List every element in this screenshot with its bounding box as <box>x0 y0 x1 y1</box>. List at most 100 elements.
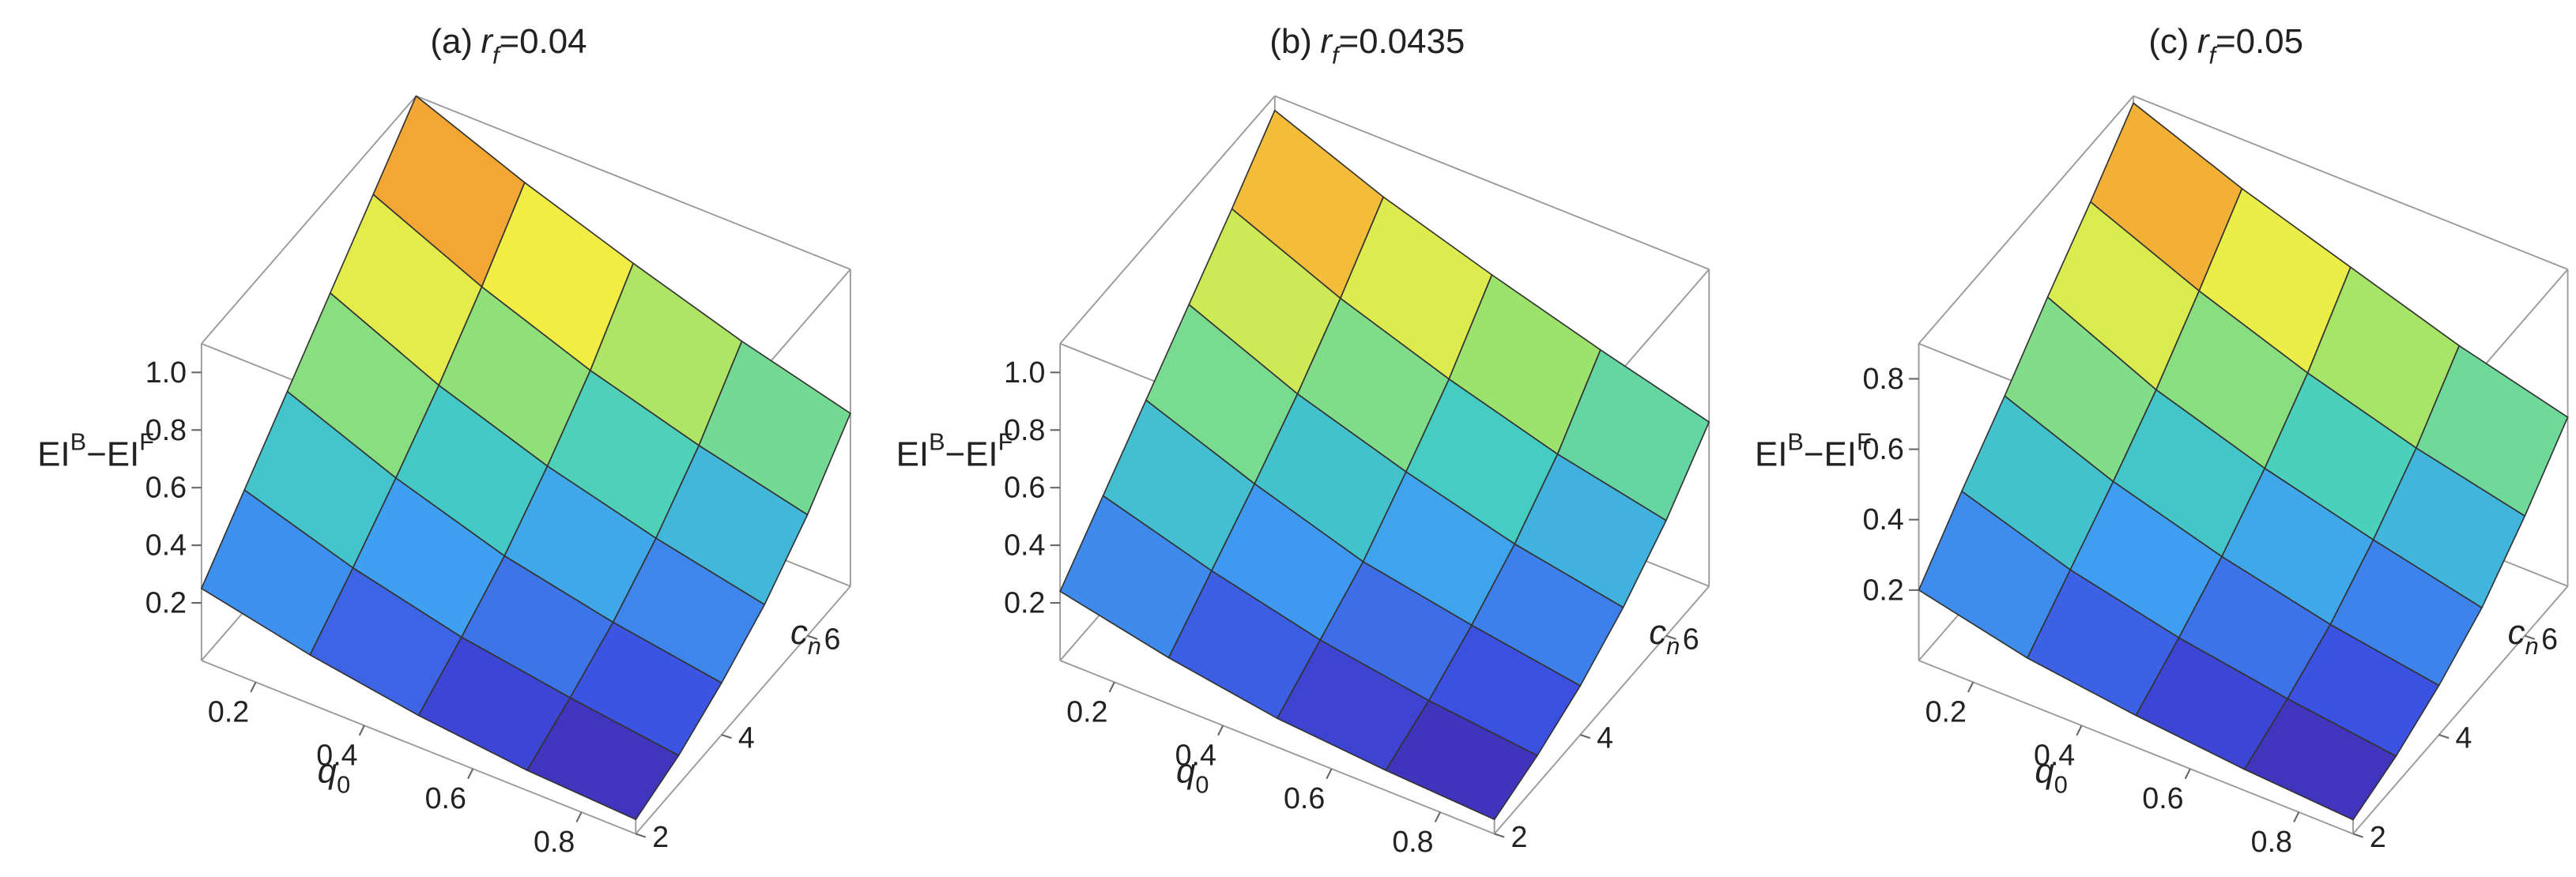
x-tick <box>358 725 365 736</box>
z-tick-label: 1.0 <box>1004 356 1045 389</box>
x-tick <box>2293 811 2300 822</box>
z-tick-label: 0.8 <box>145 413 187 446</box>
y-axis-label-part: n <box>1666 632 1680 660</box>
box-edge <box>2133 95 2568 270</box>
chart-title-part: r <box>481 22 494 61</box>
chart-title-part: =0.0435 <box>1338 22 1465 61</box>
z-tick-label: 0.4 <box>1862 502 1903 536</box>
x-axis-label-part: q <box>1176 752 1196 791</box>
y-tick-label: 2 <box>652 820 669 853</box>
y-axis-label: cn <box>2508 613 2539 660</box>
z-tick-label: 0.6 <box>1004 471 1045 504</box>
x-axis-label: q0 <box>318 752 350 799</box>
z-tick-label: 0.2 <box>1862 573 1903 606</box>
x-axis-label-part: q <box>2035 752 2054 791</box>
chart-title-part: (c) <box>2148 22 2189 61</box>
y-axis-label-part: c <box>1649 613 1666 652</box>
box-edge <box>201 95 417 344</box>
y-tick-label: 2 <box>1511 820 1528 853</box>
chart-title-part: (a) <box>430 22 473 61</box>
y-axis-label: cn <box>790 613 821 660</box>
box-edge <box>416 95 851 270</box>
x-tick-label: 0.6 <box>1284 781 1325 815</box>
x-tick <box>1434 811 1441 822</box>
x-tick <box>1217 725 1224 736</box>
box-edge <box>2352 585 2569 834</box>
y-tick <box>2524 634 2536 640</box>
x-axis-label-part: 0 <box>337 771 350 799</box>
box-edge <box>1274 95 1710 270</box>
x-tick-label: 0.2 <box>1066 695 1107 728</box>
y-tick <box>721 734 732 740</box>
x-axis-label: q0 <box>2035 752 2067 799</box>
z-axis-label: EIB−EIF <box>1755 428 1872 474</box>
y-tick-label: 4 <box>1597 721 1613 755</box>
box-edge <box>1059 95 1276 344</box>
x-tick <box>2184 768 2191 780</box>
x-tick <box>1967 681 1974 693</box>
z-axis-label-part: B <box>929 428 945 456</box>
y-tick <box>2352 833 2363 838</box>
y-axis-label-part: n <box>2525 632 2539 660</box>
chart-title-part: =0.04 <box>500 22 587 61</box>
x-tick <box>2076 725 2083 736</box>
x-tick-label: 0.4 <box>1175 738 1216 771</box>
x-tick-label: 0.6 <box>425 781 466 815</box>
z-axis-label-part: B <box>1787 428 1803 456</box>
box-edge <box>201 660 636 835</box>
box-edge <box>1918 660 2354 835</box>
x-axis-label-part: 0 <box>2054 771 2068 799</box>
z-axis-label-part: F <box>998 428 1013 456</box>
box-edge <box>1918 95 2134 344</box>
chart-title-part: =0.05 <box>2216 22 2303 61</box>
box-edge <box>1059 660 1495 835</box>
surface-patch <box>526 697 680 820</box>
x-tick <box>1326 768 1333 780</box>
chart-title: (c) rf=0.05 <box>2148 22 2303 69</box>
y-axis-label-part: c <box>790 613 808 652</box>
x-tick-label: 0.2 <box>208 695 249 728</box>
x-tick <box>1108 681 1115 693</box>
z-axis-label: EIB−EIF <box>37 428 154 474</box>
y-tick-label: 4 <box>2455 721 2472 755</box>
y-tick-label: 2 <box>2370 820 2386 853</box>
z-axis-label: EIB−EIF <box>896 428 1013 474</box>
z-axis-label-part: EI <box>1755 435 1787 473</box>
z-tick-label: 0.4 <box>145 529 187 562</box>
x-tick <box>250 681 257 693</box>
z-axis-label-part: F <box>139 428 154 456</box>
x-tick-label: 0.8 <box>2251 825 2292 858</box>
x-tick-label: 0.4 <box>316 738 357 771</box>
chart-title: (b) rf=0.0435 <box>1269 22 1465 69</box>
x-tick-label: 0.2 <box>1925 695 1967 728</box>
z-tick-label: 0.2 <box>145 586 187 619</box>
x-tick-label: 0.8 <box>1392 825 1433 858</box>
y-axis-label-part: c <box>2508 613 2525 652</box>
y-tick <box>2438 734 2450 740</box>
chart-title-part: r <box>2197 22 2211 61</box>
x-axis-label-part: 0 <box>1195 771 1209 799</box>
z-axis-label-part: EI <box>896 435 929 473</box>
z-tick-label: 0.8 <box>1004 413 1045 446</box>
z-axis-label-part: B <box>70 428 86 456</box>
z-axis-label-part: EI <box>37 435 70 473</box>
y-tick-label: 4 <box>738 721 755 755</box>
surface-patch <box>1385 699 1538 820</box>
x-axis-label: q0 <box>1176 752 1209 799</box>
z-tick-label: 0.2 <box>1004 586 1045 619</box>
y-tick-label: 6 <box>1683 622 1699 655</box>
chart-title-part: r <box>1320 22 1333 61</box>
surface-patch <box>2243 698 2397 821</box>
y-axis-label-part: n <box>808 632 821 660</box>
box-edge <box>635 585 851 834</box>
y-tick <box>1665 634 1676 640</box>
chart-title-part: (b) <box>1269 22 1312 61</box>
y-tick-label: 6 <box>824 622 840 655</box>
y-tick <box>1579 734 1591 740</box>
z-tick-label: 1.0 <box>145 356 187 389</box>
x-tick-label: 0.4 <box>2034 738 2075 771</box>
z-tick-label: 0.4 <box>1004 529 1045 562</box>
z-tick-label: 0.6 <box>1862 432 1903 465</box>
x-tick <box>575 811 583 822</box>
